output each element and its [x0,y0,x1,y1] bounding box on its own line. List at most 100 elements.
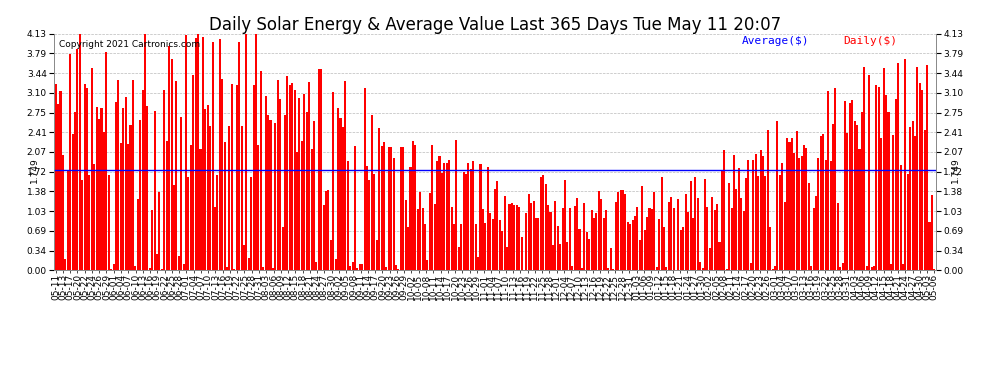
Bar [895,99,897,270]
Bar [776,121,778,270]
Bar [234,269,236,270]
Bar [685,194,687,270]
Bar [931,195,933,270]
Bar [798,158,800,270]
Bar [738,168,740,270]
Bar [264,96,266,270]
Bar [405,200,407,270]
Bar [281,226,283,270]
Bar [714,210,716,270]
Bar [192,75,194,270]
Bar [221,79,224,270]
Bar [733,155,735,270]
Bar [173,185,175,270]
Bar [853,122,855,270]
Bar [465,174,467,270]
Bar [487,168,489,270]
Bar [907,174,909,270]
Text: 1.749: 1.749 [951,157,960,183]
Bar [747,160,749,270]
Bar [328,190,330,270]
Bar [424,224,426,270]
Bar [615,202,617,270]
Bar [325,192,327,270]
Bar [531,203,533,270]
Bar [79,34,81,270]
Bar [224,142,226,270]
Bar [308,82,310,270]
Bar [120,142,122,270]
Bar [83,84,86,270]
Bar [345,81,346,270]
Bar [436,161,439,270]
Bar [378,128,380,270]
Bar [909,127,911,270]
Bar [457,246,459,270]
Bar [815,196,817,270]
Bar [745,178,747,270]
Bar [477,256,479,270]
Bar [583,203,585,270]
Bar [806,148,808,270]
Bar [827,91,830,270]
Bar [494,189,496,270]
Bar [393,158,395,270]
Bar [699,262,701,270]
Bar [259,70,262,270]
Bar [390,147,392,270]
Bar [414,145,417,270]
Bar [241,126,243,270]
Bar [303,94,305,270]
Bar [784,202,786,270]
Bar [682,227,684,270]
Bar [231,84,233,270]
Bar [801,156,803,270]
Bar [380,146,382,270]
Bar [764,176,766,270]
Bar [540,177,542,270]
Bar [842,263,843,270]
Bar [61,155,64,270]
Bar [272,268,274,270]
Bar [610,248,612,270]
Bar [736,189,738,270]
Bar [590,210,593,270]
Bar [634,216,636,270]
Bar [279,99,281,270]
Bar [388,147,390,270]
Bar [101,108,103,270]
Bar [642,186,644,270]
Bar [863,67,865,270]
Bar [501,231,503,270]
Bar [878,87,880,270]
Bar [569,209,571,270]
Bar [439,156,441,270]
Bar [175,81,177,270]
Bar [518,207,520,270]
Bar [883,68,885,270]
Bar [190,145,192,270]
Bar [914,136,916,270]
Bar [195,38,197,270]
Bar [791,138,793,270]
Bar [446,163,447,270]
Bar [185,35,187,270]
Bar [482,209,484,270]
Bar [358,264,360,270]
Bar [236,84,238,270]
Bar [692,217,694,270]
Bar [769,226,771,270]
Text: Copyright 2021 Cartronics.com: Copyright 2021 Cartronics.com [58,40,200,49]
Bar [605,210,607,270]
Bar [474,224,477,270]
Bar [912,121,914,270]
Bar [199,150,202,270]
Bar [620,190,622,270]
Bar [269,120,271,270]
Bar [820,136,822,270]
Bar [588,238,590,270]
Bar [689,181,692,270]
Bar [707,207,709,270]
Bar [861,112,863,270]
Bar [182,264,184,270]
